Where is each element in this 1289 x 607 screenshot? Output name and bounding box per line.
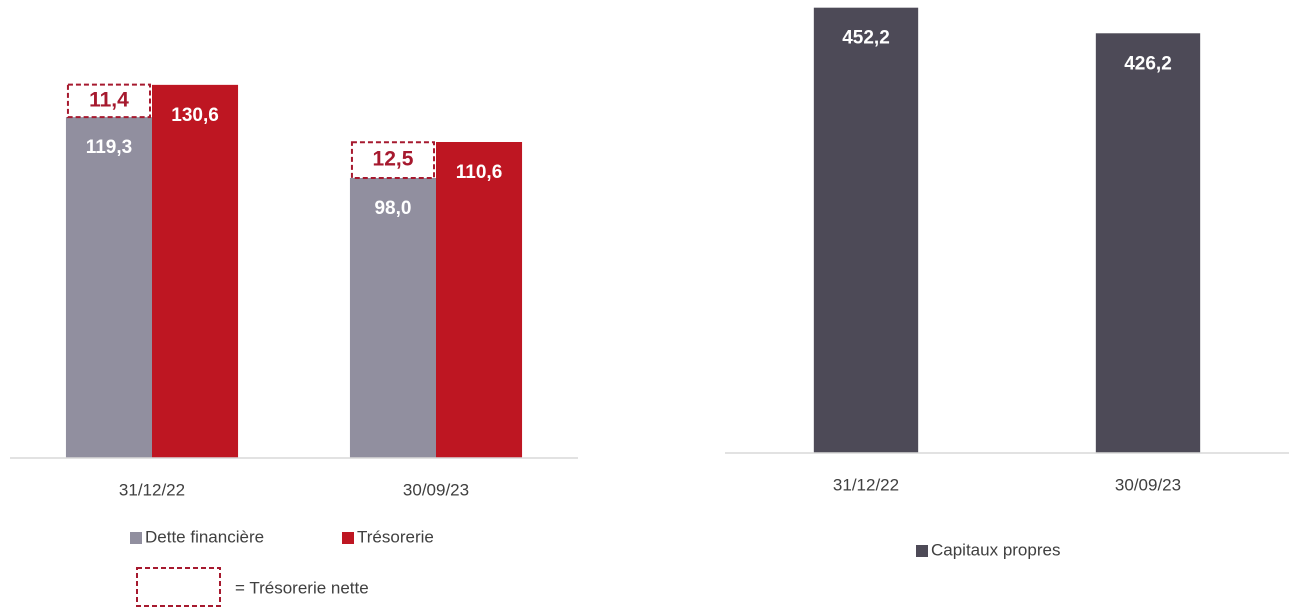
value-label: 98,0 [374, 198, 411, 219]
value-label: 426,2 [1124, 53, 1172, 74]
x-tick-label: 31/12/22 [833, 475, 899, 494]
x-tick-label: 31/12/22 [119, 480, 185, 499]
value-label: 452,2 [842, 28, 890, 49]
legend-label: Capitaux propres [931, 540, 1060, 559]
x-tick-label: 30/09/23 [1115, 475, 1181, 494]
value-label: 130,6 [171, 105, 219, 126]
net-cash-box [350, 141, 435, 180]
net-cash-box [66, 83, 151, 119]
bar [65, 117, 152, 459]
bar [813, 7, 919, 453]
bar [436, 142, 523, 458]
legend-net-box [136, 567, 221, 607]
bar [152, 84, 239, 458]
legend-swatch [916, 545, 928, 557]
legend-label: Dette financière [145, 527, 264, 546]
legend-label: Trésorerie [357, 527, 434, 546]
value-label: 110,6 [456, 162, 503, 183]
net-cash-label: 12,5 [373, 148, 414, 171]
bar [1095, 33, 1201, 454]
legend-swatch [130, 532, 142, 544]
net-cash-label: 11,4 [89, 88, 129, 111]
legend-swatch [342, 532, 354, 544]
value-label: 119,3 [86, 137, 133, 158]
bar [349, 178, 436, 458]
legend-label: = Trésorerie nette [235, 578, 369, 597]
x-tick-label: 30/09/23 [403, 480, 469, 499]
